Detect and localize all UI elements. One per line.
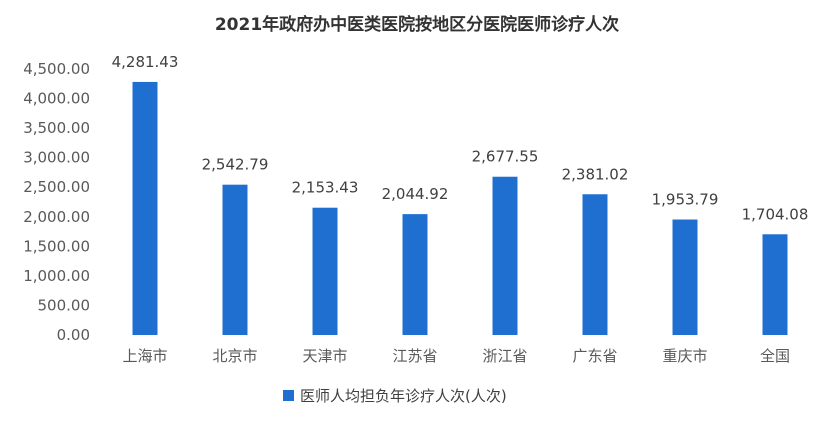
legend-label: 医师人均担负年诊疗人次(人次): [300, 387, 507, 405]
data-label: 4,281.43: [112, 53, 179, 71]
x-tick-label: 上海市: [122, 347, 167, 365]
y-tick-label: 2,500.00: [23, 178, 90, 196]
y-tick-label: 4,000.00: [23, 90, 90, 108]
bar: [492, 176, 518, 335]
chart-title: 2021年政府办中医类医院按地区分医院医师诊疗人次: [215, 14, 619, 35]
data-label: 1,704.08: [742, 205, 809, 223]
bar: [312, 207, 338, 335]
bars: 4,281.43 2,542.79 2,153.43 2,044.92 2,677.55…: [112, 53, 809, 335]
data-label: 2,153.43: [292, 179, 359, 197]
x-tick-label: 广东省: [572, 347, 617, 365]
y-tick-label: 2,000.00: [23, 208, 90, 226]
data-label: 2,542.79: [202, 156, 269, 174]
bar: [672, 219, 698, 335]
x-tick-label: 浙江省: [482, 347, 527, 365]
bar: [762, 234, 788, 335]
bar: [222, 184, 248, 335]
bar: [132, 81, 158, 335]
x-tick-label: 北京市: [212, 347, 257, 365]
legend: 医师人均担负年诊疗人次(人次): [283, 387, 507, 405]
x-axis: 上海市 北京市 天津市 江苏省 浙江省 广东省 重庆市 全国: [122, 347, 790, 365]
data-label: 2,044.92: [382, 185, 449, 203]
x-tick-label: 天津市: [302, 347, 347, 365]
data-label: 1,953.79: [652, 191, 719, 209]
data-label: 2,677.55: [472, 148, 539, 166]
y-tick-label: 4,500.00: [23, 60, 90, 78]
legend-swatch: [283, 390, 294, 401]
bar: [402, 214, 428, 335]
bar: [582, 194, 608, 335]
y-tick-label: 0.00: [57, 326, 90, 344]
x-tick-label: 全国: [760, 347, 790, 365]
x-tick-label: 重庆市: [662, 347, 707, 365]
y-tick-label: 1,000.00: [23, 267, 90, 285]
y-tick-label: 3,500.00: [23, 119, 90, 137]
y-tick-label: 3,000.00: [23, 149, 90, 167]
y-tick-label: 500.00: [38, 296, 91, 314]
y-axis: 0.00 500.00 1,000.00 1,500.00 2,000.00 2,500.…: [23, 60, 90, 344]
data-label: 2,381.02: [562, 165, 629, 183]
y-tick-label: 1,500.00: [23, 237, 90, 255]
x-tick-label: 江苏省: [392, 347, 437, 365]
